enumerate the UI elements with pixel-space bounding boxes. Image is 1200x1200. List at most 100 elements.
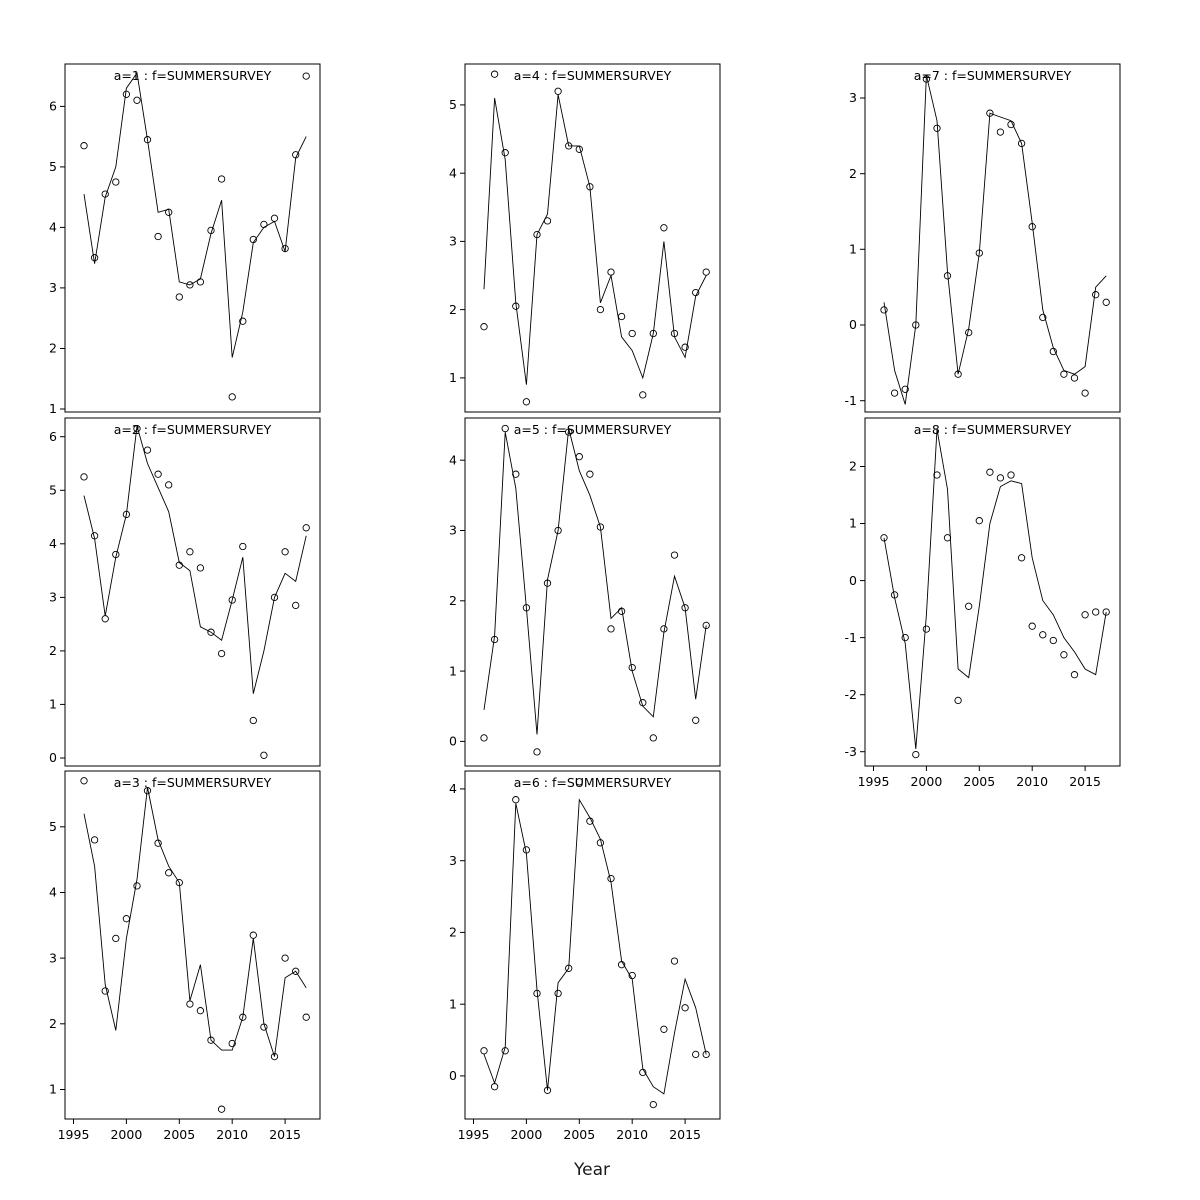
data-point xyxy=(154,470,162,478)
data-point xyxy=(80,142,88,150)
plot-border xyxy=(64,770,321,1120)
data-point xyxy=(533,748,541,756)
data-point xyxy=(543,579,552,587)
data-point xyxy=(165,481,173,489)
data-point xyxy=(933,471,941,479)
data-point xyxy=(1017,139,1026,148)
data-point xyxy=(143,787,152,795)
y-tick-label: 3 xyxy=(49,590,57,605)
x-tick-label: 2015 xyxy=(669,1127,701,1142)
data-point xyxy=(186,548,194,556)
y-tick-label: -3 xyxy=(845,744,857,759)
data-point xyxy=(901,385,909,393)
data-point xyxy=(512,796,520,804)
data-point xyxy=(596,839,605,847)
x-tick-label: 2005 xyxy=(163,1127,195,1142)
data-point xyxy=(490,70,499,78)
data-point xyxy=(575,453,583,461)
data-point xyxy=(575,145,583,153)
data-point xyxy=(1060,651,1068,659)
plot-border xyxy=(864,63,1121,413)
y-tick-label: 1 xyxy=(449,370,457,385)
y-tick-label: -1 xyxy=(845,393,857,408)
data-point xyxy=(512,302,520,310)
data-point xyxy=(922,75,931,83)
data-point xyxy=(480,1047,488,1055)
y-tick-label: 3 xyxy=(449,234,457,249)
data-point xyxy=(933,124,941,132)
data-point xyxy=(912,321,920,329)
x-tick-label: 1995 xyxy=(858,774,890,789)
data-point xyxy=(270,214,279,222)
y-tick-label: 4 xyxy=(49,536,57,551)
y-tick-label: 4 xyxy=(449,781,457,796)
data-point xyxy=(586,817,594,825)
data-point xyxy=(260,1023,268,1031)
plot-border xyxy=(864,417,1121,767)
data-point xyxy=(101,190,109,198)
data-point xyxy=(112,550,120,559)
data-point xyxy=(912,750,920,759)
y-tick-label: 2 xyxy=(49,341,57,356)
data-point xyxy=(249,235,257,244)
data-point xyxy=(1081,611,1089,619)
y-tick-label: 3 xyxy=(449,853,457,868)
data-point xyxy=(207,628,215,636)
data-point xyxy=(1007,471,1015,479)
data-point xyxy=(112,178,120,186)
y-tick-label: 2 xyxy=(449,593,457,608)
y-tick-label: 2 xyxy=(49,643,57,658)
data-point xyxy=(260,220,268,229)
data-point xyxy=(628,329,636,338)
panel-title: a=1 : f=SUMMERSURVEY xyxy=(114,68,272,83)
panel-chart-svg: 1 2 3 4 5 1995 2000 2005 2010 2015 a=3 : f=SUMMERS… xyxy=(49,770,321,1142)
y-tick-label: 2 xyxy=(49,1016,57,1031)
data-point xyxy=(90,532,99,540)
data-point xyxy=(880,534,888,542)
data-point xyxy=(533,230,541,239)
data-point xyxy=(617,312,626,321)
data-point xyxy=(1070,671,1079,679)
data-point xyxy=(670,329,679,338)
y-tick-label: -1 xyxy=(845,630,857,645)
data-point xyxy=(543,217,552,225)
data-point xyxy=(586,183,594,191)
fit-line xyxy=(83,425,307,694)
y-tick-label: 5 xyxy=(49,483,57,498)
data-point xyxy=(1060,370,1068,378)
data-point xyxy=(890,389,899,397)
data-point xyxy=(890,591,899,599)
plot-border xyxy=(464,417,721,767)
data-point xyxy=(186,281,194,289)
data-point xyxy=(596,523,605,531)
y-tick-label: 2 xyxy=(849,166,857,181)
data-point xyxy=(692,288,700,297)
data-point xyxy=(660,224,668,232)
x-tick-label: 2010 xyxy=(216,1127,248,1142)
data-point xyxy=(880,306,888,314)
y-tick-label: 4 xyxy=(49,885,57,900)
data-point xyxy=(501,149,509,157)
data-point xyxy=(649,734,657,742)
y-tick-label: -2 xyxy=(845,687,857,702)
x-tick-label: 2000 xyxy=(110,1127,142,1142)
data-point xyxy=(154,232,162,241)
y-tick-label: 3 xyxy=(849,90,857,105)
panel-a3: 1 2 3 4 5 1995 2000 2005 2010 2015 a=3 : f=SUMMERS… xyxy=(20,770,324,1166)
y-tick-label: 1 xyxy=(49,1082,57,1097)
data-point xyxy=(122,915,131,923)
data-point xyxy=(975,517,983,525)
data-point xyxy=(522,846,531,854)
x-tick-label: 2015 xyxy=(1069,774,1101,789)
data-point xyxy=(512,470,520,478)
panel-chart-svg: 1 2 3 4 5 6 a=1 : f=SUMMERSURVEY xyxy=(49,63,321,416)
data-point xyxy=(965,602,973,610)
data-point xyxy=(165,869,173,877)
data-point xyxy=(228,1039,236,1048)
data-point xyxy=(1070,374,1079,382)
data-point xyxy=(617,607,626,615)
x-axis-title: Year xyxy=(574,1160,610,1180)
panel-chart-svg: 1 2 3 4 5 a=4 : f=SUMMERSURVEY xyxy=(449,63,721,413)
data-point xyxy=(249,931,257,939)
data-point xyxy=(260,751,268,759)
